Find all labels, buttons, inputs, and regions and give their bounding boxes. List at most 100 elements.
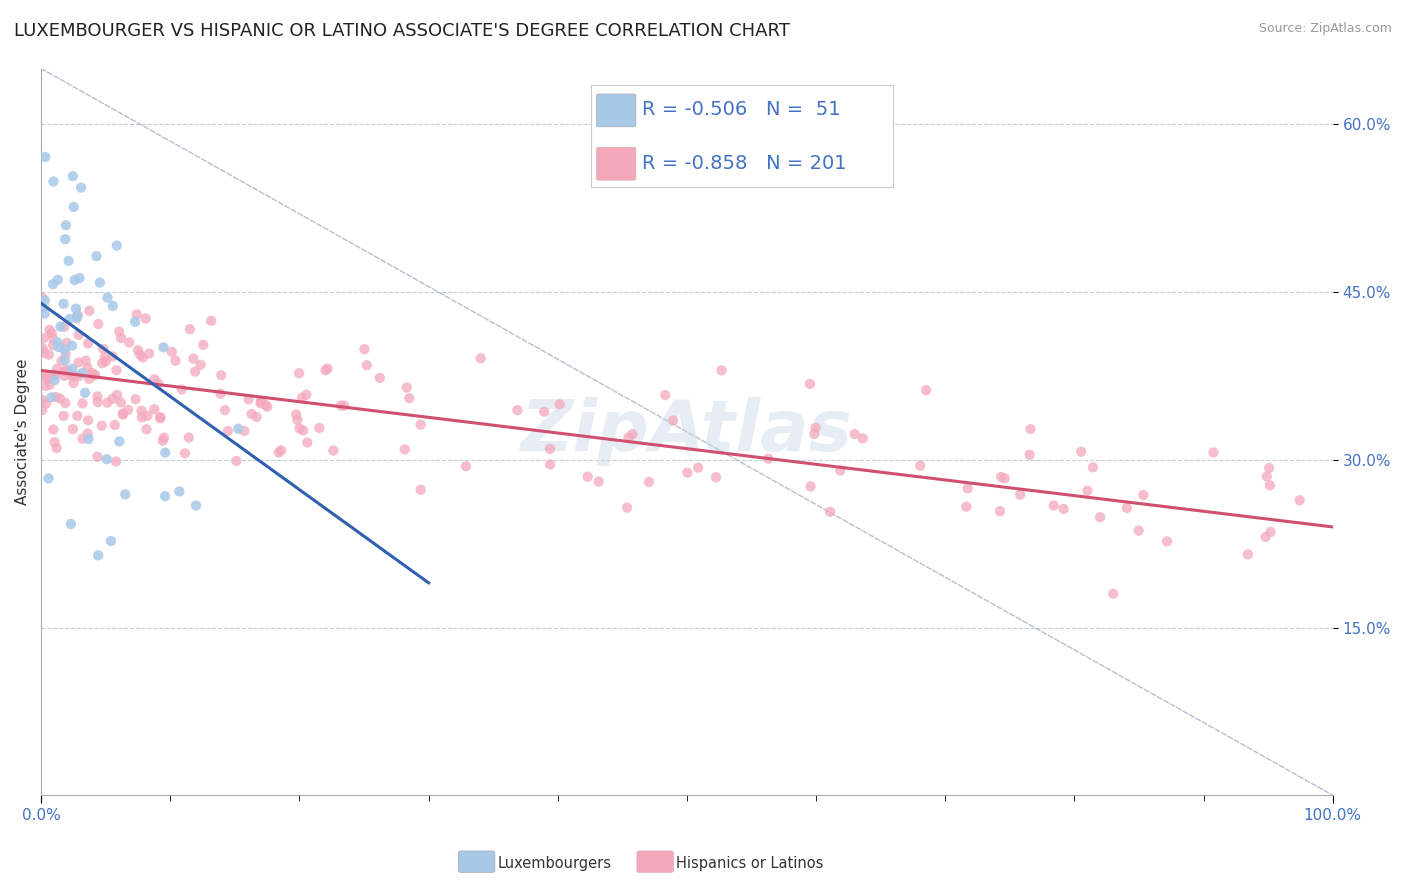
Point [117,403,139,417]
Point [37,471,59,485]
Point [533,405,555,419]
Point [124,392,146,407]
Point [225,454,247,468]
Point [288,421,311,435]
Point [42,338,65,352]
Point [548,397,571,411]
Point [86,249,108,263]
Point [394,442,416,457]
Text: R = -0.506   N =  51: R = -0.506 N = 51 [643,101,841,120]
Point [53,364,76,378]
Point [46,334,69,349]
Point [44,373,66,387]
Point [616,500,638,515]
Point [138,346,160,360]
Point [297,435,319,450]
Point [110,395,132,409]
Point [136,409,159,423]
Point [55,396,77,410]
Point [131,403,153,417]
Point [209,368,232,383]
Point [1132,488,1154,502]
Point [105,363,128,377]
Point [38,323,60,337]
Point [267,445,290,459]
Point [59,368,82,383]
Point [956,482,979,496]
Point [31,291,53,305]
Point [32,345,55,359]
Point [128,347,150,361]
Point [184,365,207,379]
Point [710,363,733,377]
Point [245,409,267,424]
Point [1202,445,1225,459]
Point [249,396,271,410]
Point [160,344,183,359]
Point [118,335,141,350]
Point [1081,460,1104,475]
Point [621,427,644,442]
Point [127,343,149,357]
Point [285,413,308,427]
Point [91,342,114,356]
Point [124,315,146,329]
Point [688,460,710,475]
Point [62,200,84,214]
Point [132,351,155,365]
Point [66,311,89,326]
Point [100,534,122,549]
Point [398,391,420,405]
Point [42,423,65,437]
Point [87,549,110,563]
Point [153,489,176,503]
Point [42,277,65,292]
Point [55,335,77,350]
Point [662,413,685,427]
Point [63,369,86,384]
Point [1237,548,1260,562]
Point [654,388,676,402]
Point [37,372,59,386]
Point [66,309,89,323]
Point [86,389,108,403]
Point [177,430,200,444]
Point [58,311,80,326]
Point [830,463,852,477]
Point [704,470,727,484]
Point [1128,524,1150,538]
Point [990,470,1012,484]
Point [34,150,56,164]
Point [179,322,201,336]
Point [108,434,131,449]
Text: Source: ZipAtlas.com: Source: ZipAtlas.com [1258,22,1392,36]
Point [1258,461,1281,475]
Text: Luxembourgers: Luxembourgers [498,856,612,871]
Point [454,459,477,474]
Point [65,301,87,316]
Point [152,340,174,354]
Point [108,325,131,339]
Point [83,368,105,383]
Point [184,499,207,513]
Point [79,303,101,318]
Point [45,362,67,376]
Point [31,392,53,407]
Point [111,407,134,421]
Point [32,331,55,345]
Point [105,454,128,468]
Point [1256,469,1278,483]
Point [315,363,337,377]
Point [31,403,53,417]
Point [994,471,1017,485]
Point [149,411,172,425]
Point [101,299,124,313]
Point [41,326,63,341]
Point [1260,524,1282,539]
Point [53,232,76,246]
Point [470,351,492,366]
Point [356,358,378,372]
Point [1102,587,1125,601]
Point [1052,502,1074,516]
Point [333,399,356,413]
